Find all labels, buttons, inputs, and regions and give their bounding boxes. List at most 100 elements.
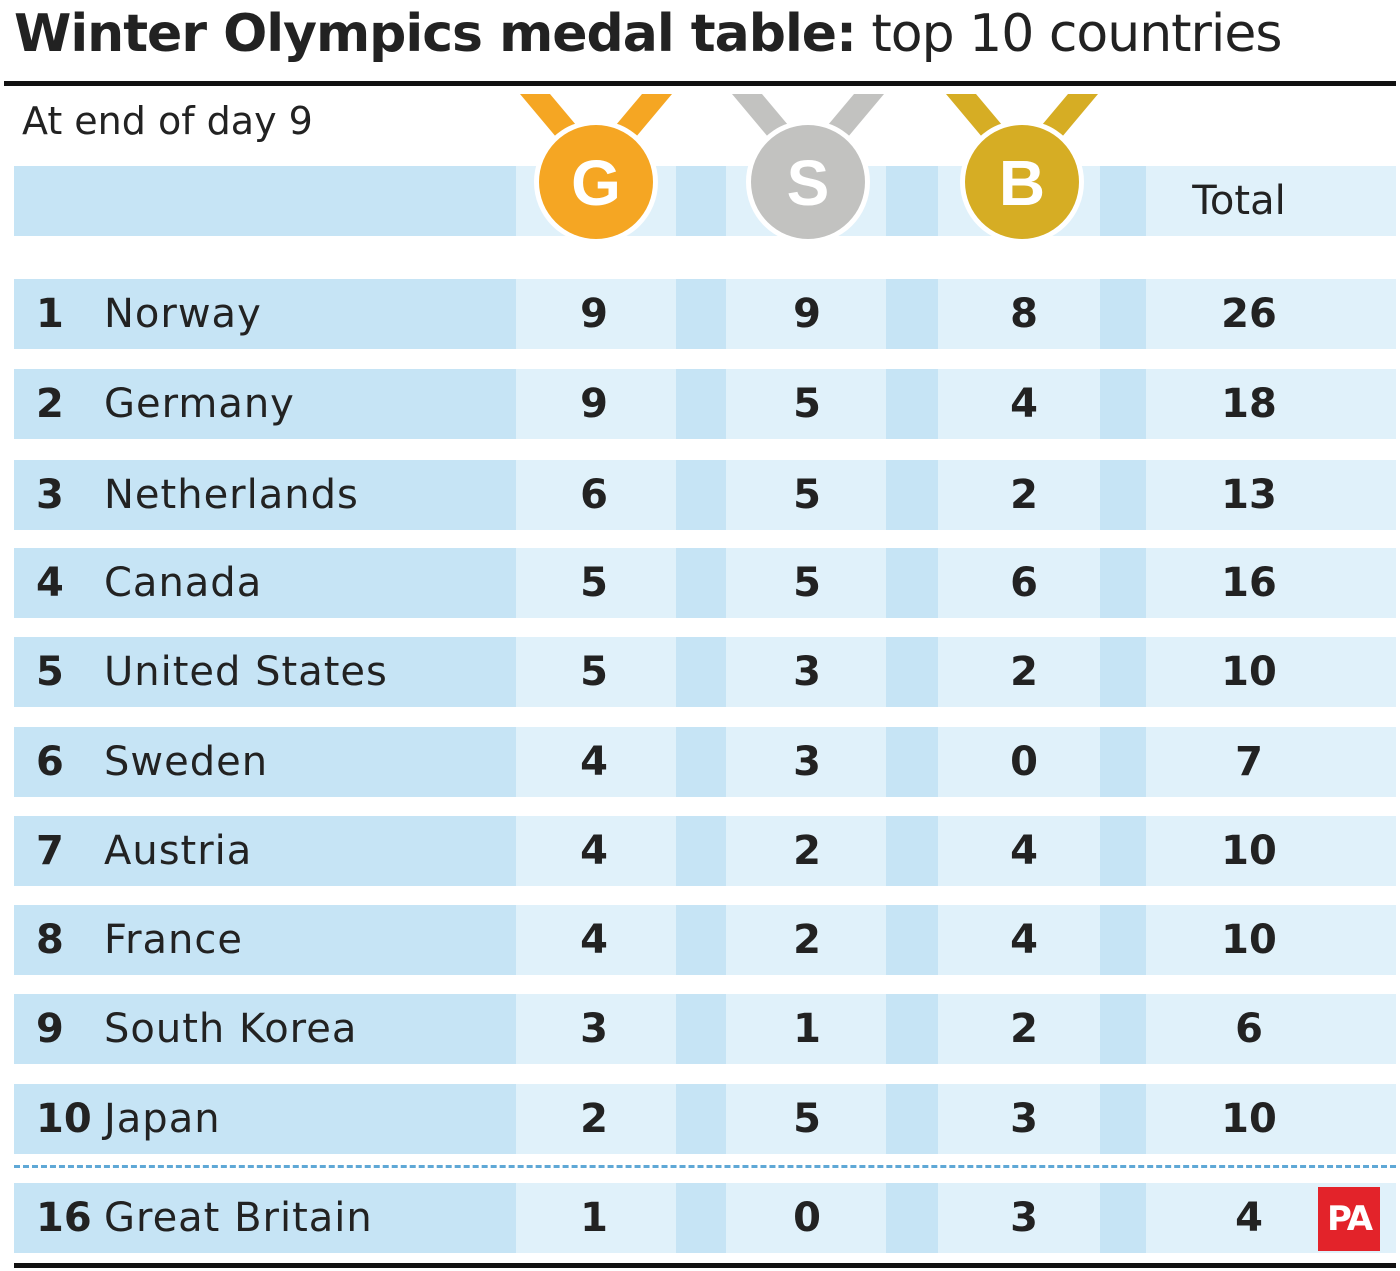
row-bg-country: [14, 637, 516, 707]
gold-count-cell: 4: [580, 739, 608, 785]
row-bg-gap1: [676, 727, 726, 797]
bronze-count-cell: 4: [1010, 917, 1038, 963]
row-bg-gap2: [886, 1183, 938, 1253]
row-bg-gap1: [676, 460, 726, 530]
chart-title: Winter Olympics medal table: top 10 coun…: [14, 0, 1282, 70]
silver-count-cell: 1: [793, 1006, 821, 1052]
pa-logo: PA: [1318, 1187, 1380, 1251]
row-bg-silver: [726, 369, 886, 439]
rank-cell: 9: [36, 1006, 64, 1052]
row-bg-gap2: [886, 279, 938, 349]
gold-count-cell: 1: [580, 1195, 608, 1241]
total-count-cell: 26: [1221, 291, 1277, 337]
country-cell: South Korea: [104, 1006, 358, 1052]
row-bg-gold: [516, 369, 676, 439]
silver-count-cell: 3: [793, 649, 821, 695]
row-bg-bronze: [938, 279, 1100, 349]
table-row: 16 Great Britain 1 0 3 4: [14, 1183, 1396, 1253]
row-bg-total: [1146, 279, 1396, 349]
row-bg-bronze: [938, 994, 1100, 1064]
country-cell: United States: [104, 649, 388, 695]
row-bg-gap3: [1100, 994, 1146, 1064]
row-bg-silver: [726, 548, 886, 618]
country-cell: Netherlands: [104, 472, 359, 518]
row-bg-silver: [726, 460, 886, 530]
dashed-separator: [14, 1165, 1396, 1168]
row-bg-country: [14, 369, 516, 439]
silver-count-cell: 5: [793, 381, 821, 427]
row-bg-country: [14, 905, 516, 975]
row-bg-gap1: [676, 994, 726, 1064]
row-bg-country: [14, 460, 516, 530]
row-bg-gold: [516, 816, 676, 886]
rank-cell: 3: [36, 472, 64, 518]
row-bg-total: [1146, 637, 1396, 707]
row-bg-gold: [516, 905, 676, 975]
silver-medal-icon: S: [732, 94, 884, 244]
row-bg-bronze: [938, 816, 1100, 886]
row-bg-bronze: [938, 548, 1100, 618]
row-bg-gap1: [676, 279, 726, 349]
row-bg-gap3: [1100, 460, 1146, 530]
row-bg-gap2: [886, 816, 938, 886]
row-bg-country: [14, 1183, 516, 1253]
table-row: 7 Austria 4 2 4 10: [14, 816, 1396, 886]
table-row: 1 Norway 9 9 8 26: [14, 279, 1396, 349]
country-cell: Germany: [104, 381, 295, 427]
table-row: 3 Netherlands 6 5 2 13: [14, 460, 1396, 530]
row-bg-silver: [726, 1183, 886, 1253]
row-bg-gap3: [1100, 816, 1146, 886]
row-bg-gap2: [886, 369, 938, 439]
country-cell: Austria: [104, 828, 253, 874]
row-bg-silver: [726, 727, 886, 797]
header-total: Total: [1192, 178, 1286, 224]
row-bg-gap1: [676, 1183, 726, 1253]
subtitle: At end of day 9: [22, 99, 313, 143]
bronze-medal-letter: B: [999, 147, 1045, 219]
row-bg-total: [1146, 905, 1396, 975]
total-count-cell: 10: [1221, 1096, 1277, 1142]
header-bg-gap2: [886, 166, 938, 236]
bronze-medal-icon: B: [946, 94, 1098, 244]
row-bg-country: [14, 1084, 516, 1154]
silver-count-cell: 3: [793, 739, 821, 785]
row-bg-total: [1146, 1084, 1396, 1154]
rank-cell: 4: [36, 560, 64, 606]
total-count-cell: 6: [1235, 1006, 1263, 1052]
row-bg-country: [14, 816, 516, 886]
gold-count-cell: 9: [580, 381, 608, 427]
row-bg-bronze: [938, 1084, 1100, 1154]
silver-count-cell: 5: [793, 472, 821, 518]
total-count-cell: 16: [1221, 560, 1277, 606]
row-bg-total: [1146, 816, 1396, 886]
row-bg-gold: [516, 1084, 676, 1154]
country-cell: Great Britain: [104, 1195, 373, 1241]
row-bg-silver: [726, 279, 886, 349]
rank-cell: 10: [36, 1096, 92, 1142]
rank-cell: 7: [36, 828, 64, 874]
row-bg-gap2: [886, 1084, 938, 1154]
silver-count-cell: 0: [793, 1195, 821, 1241]
row-bg-gold: [516, 994, 676, 1064]
title-bold: Winter Olympics medal table:: [14, 4, 857, 64]
row-bg-gold: [516, 548, 676, 618]
row-bg-gap2: [886, 727, 938, 797]
header-bg-gap3: [1100, 166, 1146, 236]
total-count-cell: 7: [1235, 739, 1263, 785]
row-bg-gap2: [886, 548, 938, 618]
bronze-count-cell: 2: [1010, 649, 1038, 695]
row-bg-silver: [726, 994, 886, 1064]
gold-count-cell: 4: [580, 828, 608, 874]
rank-cell: 8: [36, 917, 64, 963]
country-cell: Japan: [104, 1096, 221, 1142]
row-bg-gap3: [1100, 548, 1146, 618]
gold-count-cell: 2: [580, 1096, 608, 1142]
rank-cell: 2: [36, 381, 64, 427]
table-row: 6 Sweden 4 3 0 7: [14, 727, 1396, 797]
row-bg-gap3: [1100, 279, 1146, 349]
header-bg-gap1: [676, 166, 726, 236]
row-bg-gap2: [886, 905, 938, 975]
row-bg-gold: [516, 279, 676, 349]
table-row: 10 Japan 2 5 3 10: [14, 1084, 1396, 1154]
row-bg-total: [1146, 548, 1396, 618]
